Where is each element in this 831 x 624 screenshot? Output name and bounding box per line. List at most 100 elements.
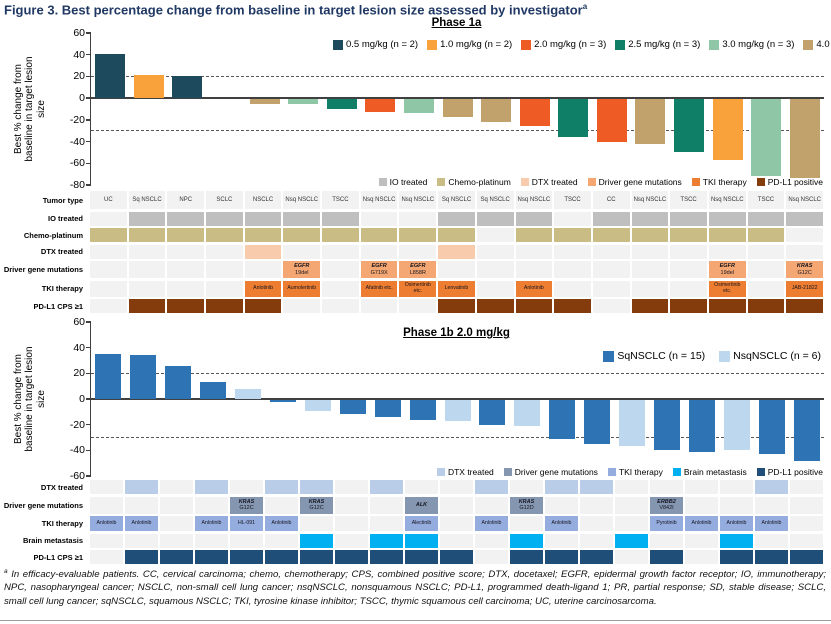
grid-cell [476,280,514,297]
legend-swatch [756,468,765,476]
phase-1a-title-text: Phase 1a [431,17,482,29]
grid-cell: Anlotinib [195,516,228,531]
grid-cell [438,244,475,259]
grid-cell: Anlotinib [475,516,508,531]
legend-label: PD-L1 positive [767,177,823,187]
grid-cell [206,261,243,278]
waterfall-bar [95,354,122,399]
y-tick-mark [86,321,91,323]
grid-cell: EGFR 19del [283,261,321,278]
grid-cell: Anlotinib [515,280,553,297]
grid-cell [300,533,333,548]
legend-swatch [437,178,446,186]
grid-cell [515,211,553,226]
gene-name: EGFR [294,263,310,270]
phase-1b-grid-legend: DTX treated Driver gene mutations TKI ther… [436,467,823,477]
footnote-superscript: a [4,568,8,575]
grid-cell [631,299,669,313]
grid-cell [160,496,193,514]
grid-cell [790,533,823,548]
grid-cell: EGFR 19del [708,261,746,278]
gene-variant: G12D [519,505,534,511]
waterfall-bar [339,400,366,415]
gene-name: KRAS [796,263,813,270]
grid-cell [160,550,193,564]
grid-cell [206,228,243,242]
legend-label: 3.0 mg/kg (n = 3) [722,39,795,50]
waterfall-bar [635,99,666,144]
y-tick-label: -40 [69,444,85,457]
gene-name: EGFR [410,263,426,270]
grid-cell: KRAS G12C [786,261,823,278]
grid-cell: UC [90,191,127,209]
grid-cell [515,299,553,313]
grid-cell [670,280,707,297]
waterfall-bar [172,76,203,99]
grid-cell: Nsq NSCLC [283,191,321,209]
grid-cell: TSCC [322,191,359,209]
y-tick-mark [86,75,91,78]
phase-1a-annotation-grid: Tumor type UC Sq NSCLC NPC SCLC NSCLC Nsq NSCL… [2,191,823,313]
waterfall-bar [444,400,471,421]
grid-cell [128,280,166,297]
waterfall-bar [514,400,541,426]
gene-variant: 19del [295,269,309,276]
phase-1a-grid-legend: IO treated Chemo-platinum DTX treated Drive… [378,177,823,187]
grid-row-label: TKI therapy [41,519,83,528]
waterfall-bar [409,400,436,420]
y-tick-mark [86,475,91,477]
waterfall-bar [688,400,715,452]
grid-cell [554,299,591,313]
waterfall-bar [793,400,820,461]
grid-cell [125,533,158,548]
grid-cell [631,228,669,242]
grid-cell [399,211,437,226]
grid-cell [476,244,514,259]
waterfall-bar [479,400,506,425]
grid-cell [510,516,543,531]
legend-item: NsqNSCLC (n = 6) [719,350,821,362]
grid-cell: Sq NSCLC [438,191,475,209]
grid-cell [125,496,158,514]
grid-cell [230,550,263,564]
gene-variant: V842I [659,505,674,511]
grid-cell [244,228,282,242]
grid-row-label: Tumor type [42,195,83,205]
waterfall-bar [723,400,750,451]
y-tick-label: 20 [73,367,85,380]
grid-row-label: Driver gene mutations [3,265,83,274]
legend-label: TKI therapy [702,177,747,187]
grid-cell [580,480,613,494]
grid-cell: TSCC [670,191,707,209]
grid-cell [167,299,205,313]
grid-cell: Aumolertinib [283,280,321,297]
grid-cell: EGFR L858R [399,261,437,278]
grid-cell [720,550,753,564]
waterfall-bar [549,400,576,439]
grid-cell [708,228,746,242]
grid-cell: Nsq NSCLC [360,191,398,209]
reference-line [91,129,824,131]
y-tick-mark [86,119,91,121]
grid-cell [322,211,359,226]
waterfall-bar [165,365,192,399]
y-tick-label: -60 [69,470,85,482]
grid-cell [399,299,437,313]
y-tick-label: -40 [69,135,85,148]
legend-swatch [691,178,700,186]
grid-cell [300,550,333,564]
legend-label: 2.0 mg/kg (n = 3) [534,39,607,50]
gene-name: EGFR [371,263,387,270]
legend-label: 0.5 mg/kg (n = 2) [346,39,419,50]
legend-item: Chemo-platinum [437,177,511,187]
grid-cell: TSCC [747,191,785,209]
grid-cell [370,516,403,531]
grid-cell [167,261,205,278]
y-tick-mark [86,140,91,143]
grid-cell: CC [592,191,630,209]
gene-variant: G12C [797,269,812,276]
grid-cell [592,211,630,226]
grid-cell [755,496,788,514]
waterfall-bar [558,99,589,138]
grid-cell [515,261,553,278]
